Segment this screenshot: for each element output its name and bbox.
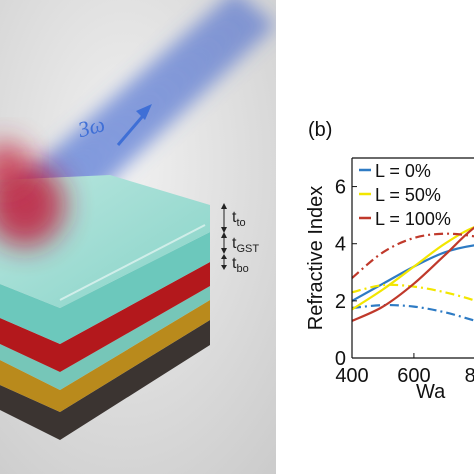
y-tick-label-0: 0 [335,348,346,370]
layer-front-faces [0,232,210,440]
x-tick-label-2: 80 [465,365,474,387]
series-line-5 [351,232,474,279]
layer-stack-illustration: 3ω tto tGST tbo [0,0,276,474]
marker-gst [221,232,227,254]
gst-layer [0,262,210,372]
series-layer [351,226,474,322]
series-line-1 [351,303,474,322]
x-tick-label-0: 400 [335,365,368,387]
panel-label: (b) [308,119,332,141]
substrate-layer [0,320,210,440]
y-tick-label-2: 4 [335,234,346,256]
refractive-index-chart: (b) 0 2 4 6 400 600 80 L = 0% L = 50% L = 100% R… [305,119,474,403]
x-axis-label: Wa [416,381,446,403]
legend-label-1: L = 50% [375,185,441,205]
y-tick-label-3: 6 [335,177,346,199]
legend: L = 0% L = 50% L = 100% [359,161,451,229]
x-tick-label-1: 600 [397,365,430,387]
series-line-2 [351,226,474,311]
top-oxide-layer [0,232,210,344]
series-line-0 [351,244,474,302]
thickness-markers [221,203,227,270]
axes-layer: 0 2 4 6 400 600 80 [335,157,474,387]
series-line-4 [351,226,474,322]
schematic-panel: 3ω tto tGST tbo [0,0,276,474]
y-axis-label: Refractive Index [305,186,327,331]
legend-label-0: L = 0% [375,161,431,181]
marker-top-oxide [221,203,227,233]
legend-label-2: L = 100% [375,209,451,229]
thickness-label-top-oxide: tto [232,209,246,229]
marker-bottom-oxide [221,254,227,270]
thickness-label-bottom-oxide: tbo [232,255,249,275]
chart-panel: (b) 0 2 4 6 400 600 80 L = 0% L = 50% L = 100% R… [276,0,474,474]
incident-spot [0,141,27,189]
thickness-label-gst: tGST [232,235,259,255]
beam-arrow [116,104,152,146]
edge-highlight [59,224,206,301]
y-tick-label-1: 2 [335,291,346,313]
